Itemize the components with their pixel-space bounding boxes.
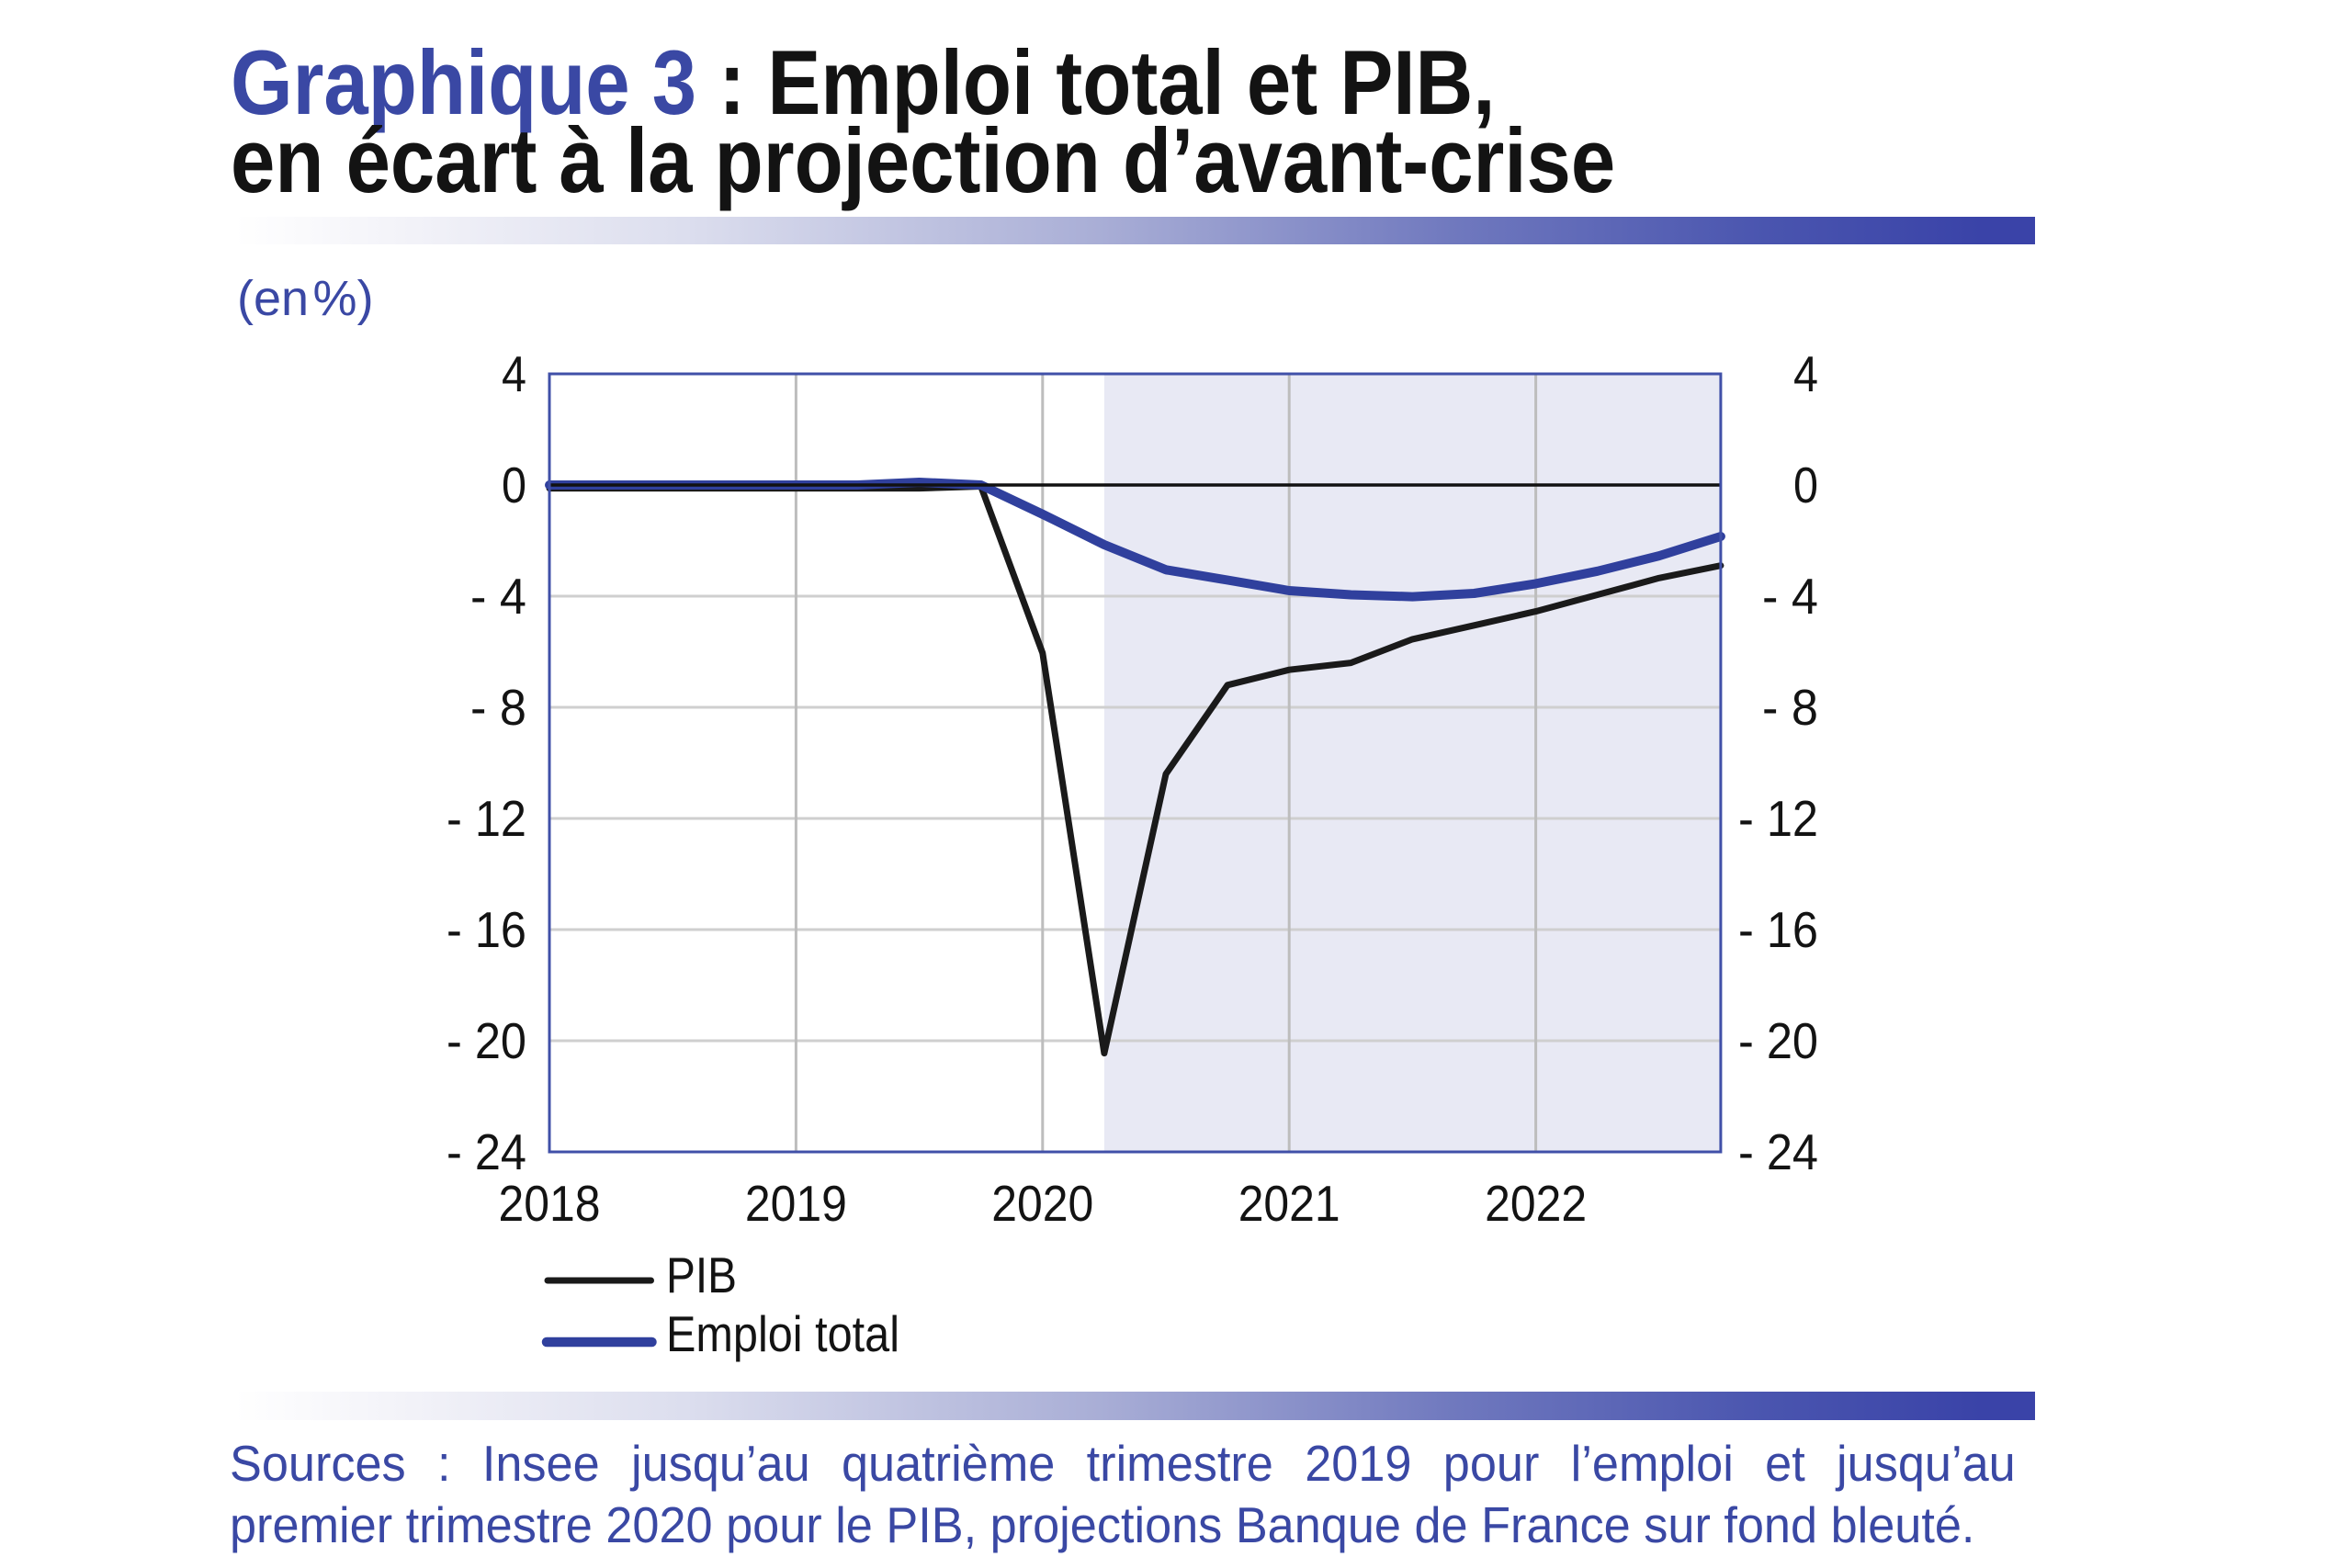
svg-text:- 8: - 8 — [1762, 679, 1818, 736]
svg-text:0: 0 — [502, 457, 526, 513]
svg-text:2021: 2021 — [1238, 1175, 1340, 1232]
svg-text:2019: 2019 — [745, 1175, 847, 1232]
svg-text:2018: 2018 — [499, 1175, 601, 1232]
svg-text:- 24: - 24 — [447, 1123, 526, 1180]
svg-text:- 12: - 12 — [1738, 790, 1818, 847]
svg-text:- 12: - 12 — [447, 790, 526, 847]
svg-text:4: 4 — [1793, 345, 1818, 402]
svg-text:- 20: - 20 — [1738, 1012, 1818, 1069]
svg-text:0: 0 — [1793, 457, 1818, 513]
svg-text:- 20: - 20 — [447, 1012, 526, 1069]
svg-text:2022: 2022 — [1485, 1175, 1587, 1232]
svg-text:- 16: - 16 — [447, 901, 526, 958]
svg-text:4: 4 — [502, 345, 526, 402]
svg-text:- 4: - 4 — [470, 568, 526, 625]
svg-text:- 24: - 24 — [1738, 1123, 1818, 1180]
svg-text:Emploi total: Emploi total — [666, 1305, 899, 1362]
svg-text:- 16: - 16 — [1738, 901, 1818, 958]
svg-text:2020: 2020 — [991, 1175, 1093, 1232]
svg-text:- 8: - 8 — [470, 679, 526, 736]
svg-text:- 4: - 4 — [1762, 568, 1818, 625]
svg-text:PIB: PIB — [666, 1247, 737, 1303]
